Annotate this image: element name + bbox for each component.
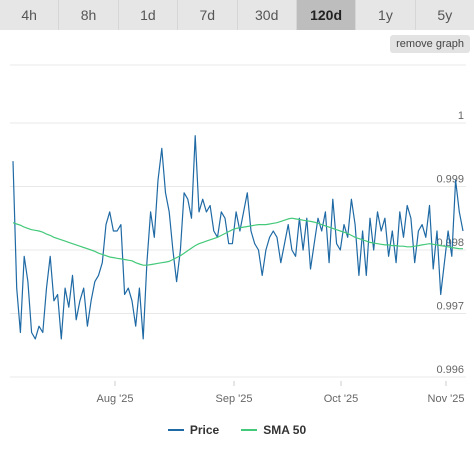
y-tick-label: 1 bbox=[458, 110, 464, 122]
tab-120d[interactable]: 120d bbox=[296, 0, 357, 30]
tab-8h[interactable]: 8h bbox=[59, 0, 119, 30]
legend-item-sma-50[interactable]: SMA 50 bbox=[241, 423, 306, 437]
y-tick-label: 0.999 bbox=[436, 174, 464, 186]
legend-label-sma-50: SMA 50 bbox=[263, 423, 307, 437]
remove-graph-button[interactable]: remove graph bbox=[390, 35, 470, 53]
tab-4h[interactable]: 4h bbox=[0, 0, 60, 30]
legend-label-price: Price bbox=[189, 423, 220, 437]
y-tick-label: 0.996 bbox=[436, 364, 464, 376]
tab-5y[interactable]: 5y bbox=[415, 0, 474, 30]
x-tick-label: Sep '25 bbox=[216, 393, 253, 405]
sma-legend-swatch bbox=[241, 429, 258, 431]
chart-legend: Price SMA 50 bbox=[0, 420, 474, 440]
x-tick-label: Oct '25 bbox=[324, 393, 359, 405]
tab-1y[interactable]: 1y bbox=[356, 0, 416, 30]
tab-7d[interactable]: 7d bbox=[178, 0, 238, 30]
price-legend-swatch bbox=[167, 429, 184, 431]
tab-30d[interactable]: 30d bbox=[237, 0, 297, 30]
tab-1d[interactable]: 1d bbox=[118, 0, 179, 30]
x-tick-label: Aug '25 bbox=[97, 393, 134, 405]
y-tick-label: 0.997 bbox=[436, 301, 464, 313]
series-lines bbox=[12, 135, 464, 340]
sma-50-series-line bbox=[12, 217, 463, 266]
x-tick-label: Nov '25 bbox=[428, 393, 465, 405]
time-range-tabs: 4h 8h 1d 7d 30d 120d 1y 5y bbox=[0, 0, 474, 30]
legend-item-price[interactable]: Price bbox=[167, 423, 220, 437]
price-series-line bbox=[12, 135, 464, 340]
x-axis-labels: Aug '25 Sep '25 Oct '25 Nov '25 bbox=[97, 381, 465, 405]
